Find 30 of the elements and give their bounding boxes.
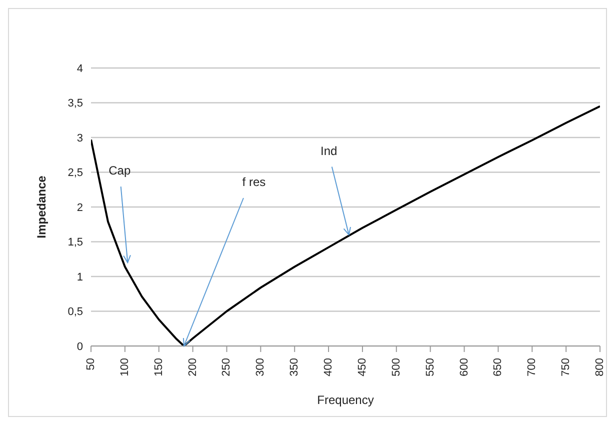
x-tick-label: 100: [118, 358, 131, 376]
x-tick-label: 750: [560, 358, 572, 376]
y-tick-label: 3,5: [68, 98, 83, 110]
x-tick-label: 550: [424, 358, 436, 376]
y-tick-label: 0,5: [68, 306, 83, 318]
y-tick-label: 1,5: [68, 236, 83, 249]
y-tick-label: 2,5: [68, 167, 83, 180]
x-tick-label: 500: [390, 358, 402, 376]
x-tick-label: 300: [254, 358, 267, 376]
y-tick-label: 2: [76, 202, 83, 214]
x-tick-label: 250: [220, 358, 233, 376]
x-tick-label: 50: [85, 358, 97, 370]
x-tick-label: 450: [356, 358, 368, 376]
y-tick-label: 0: [76, 340, 83, 353]
x-tick-label: 350: [288, 358, 301, 376]
y-axis-title: Impedance: [34, 175, 48, 238]
annotation: Cap: [108, 164, 131, 178]
x-tick-label: 800: [594, 358, 606, 376]
y-tick-label: 1: [76, 271, 83, 284]
x-tick-label: 150: [152, 358, 165, 376]
x-axis-title: Frequency: [317, 393, 374, 407]
y-tick-label: 3: [76, 132, 83, 144]
x-tick-label: 650: [492, 358, 504, 376]
x-tick-label: 600: [458, 358, 470, 376]
x-tick-label: 700: [526, 358, 538, 376]
annotation: Ind: [320, 144, 338, 158]
x-tick-label: 200: [186, 358, 199, 376]
x-tick-label: 400: [322, 358, 335, 376]
annotation: f res: [242, 175, 266, 189]
y-tick-label: 4: [76, 62, 83, 75]
